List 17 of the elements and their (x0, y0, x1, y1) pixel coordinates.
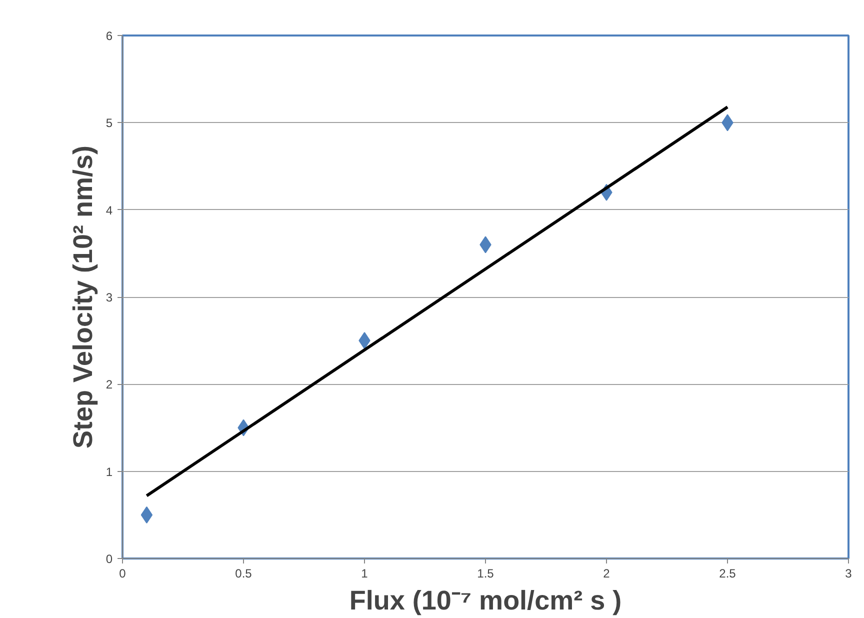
x-tick-label: 2 (603, 566, 610, 580)
y-tick-label: 6 (106, 29, 113, 43)
y-tick-label: 5 (106, 116, 113, 130)
x-tick-label: 1.5 (477, 566, 494, 580)
y-tick-label: 1 (106, 464, 113, 479)
y-tick-label: 0 (106, 552, 113, 566)
x-axis-title: Flux (10⁻⁷ mol/cm² s ) (349, 586, 622, 616)
x-tick-label: 2.5 (719, 566, 736, 580)
y-tick-label: 2 (106, 378, 113, 392)
x-tick-label: 3 (845, 566, 852, 580)
y-tick-label: 3 (106, 290, 113, 304)
point (140, 506, 153, 524)
y-axis-title: Step Velocity (10² nm/s) (68, 145, 98, 449)
x-tick-label: 0 (119, 566, 126, 580)
y-tick-label: 4 (106, 203, 113, 218)
x-tick-label: 1 (361, 566, 368, 580)
x-tick-label: 0.5 (235, 566, 252, 580)
